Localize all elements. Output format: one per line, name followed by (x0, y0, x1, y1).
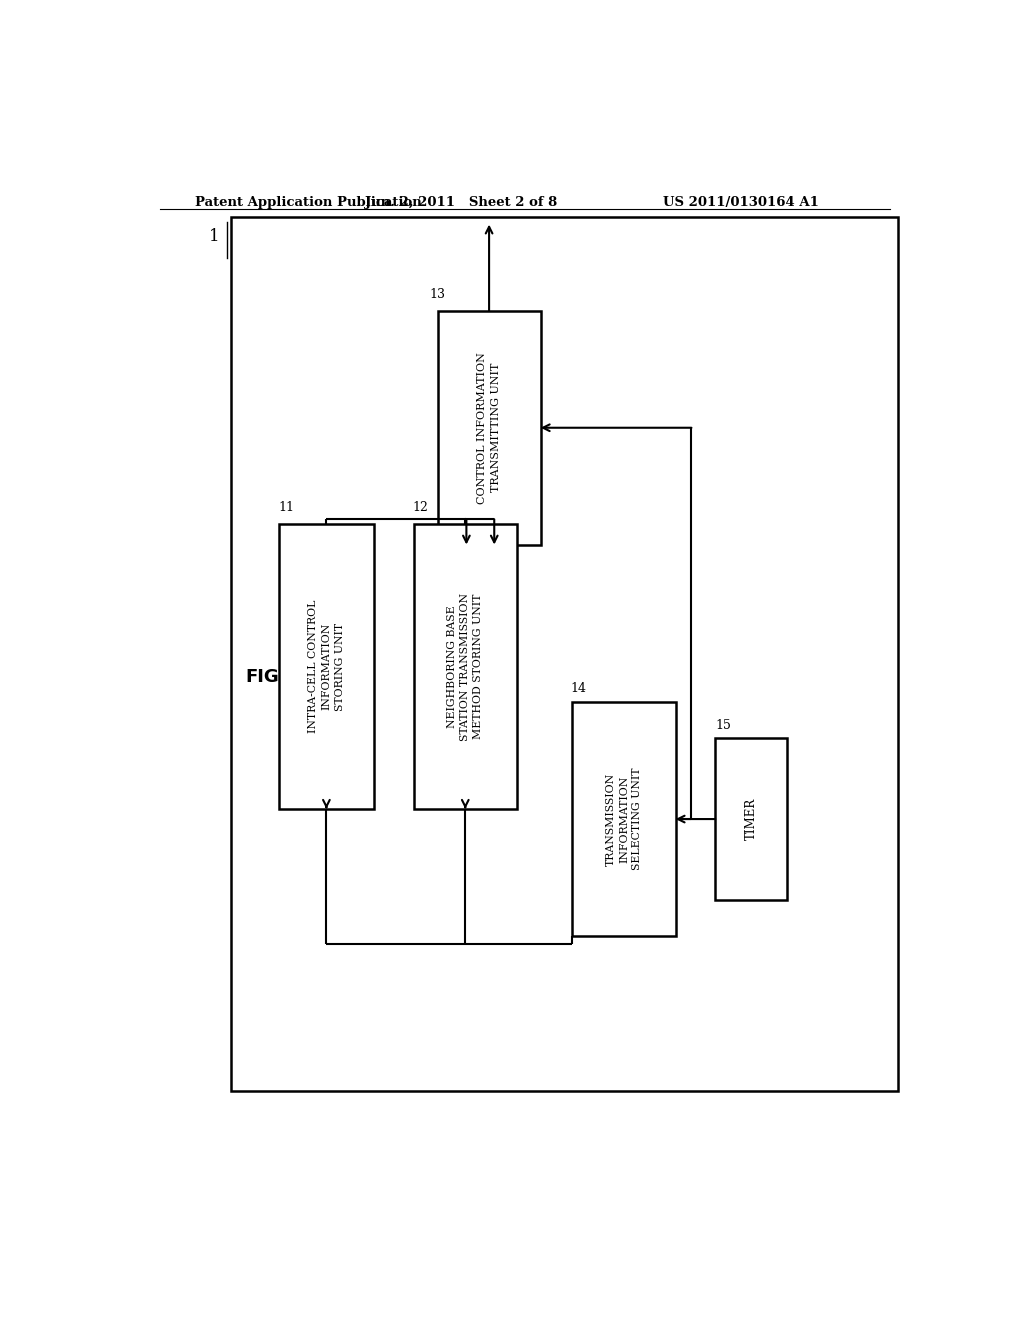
Bar (715, 738, 786, 900)
Text: NEIGHBORING BASE
STATION TRANSMISSION
METHOD STORING UNIT: NEIGHBORING BASE STATION TRANSMISSION ME… (447, 593, 483, 741)
Text: US 2011/0130164 A1: US 2011/0130164 A1 (663, 195, 818, 209)
Text: 11: 11 (279, 502, 295, 515)
Text: Jun. 2, 2011   Sheet 2 of 8: Jun. 2, 2011 Sheet 2 of 8 (366, 195, 557, 209)
Bar (231, 218, 898, 1092)
Text: INTRA-CELL CONTROL
INFORMATION
STORING UNIT: INTRA-CELL CONTROL INFORMATION STORING U… (308, 599, 345, 734)
Text: TIMER: TIMER (744, 797, 758, 841)
Text: Patent Application Publication: Patent Application Publication (196, 195, 422, 209)
Text: 15: 15 (715, 718, 731, 731)
Bar (437, 312, 541, 545)
Bar (572, 702, 676, 936)
Text: 1: 1 (209, 227, 219, 244)
Text: 12: 12 (412, 502, 428, 515)
Bar (279, 524, 374, 809)
Text: CONTROL INFORMATION
TRANSMITTING UNIT: CONTROL INFORMATION TRANSMITTING UNIT (477, 352, 501, 504)
Text: FIG.2: FIG.2 (246, 668, 299, 686)
Bar (414, 524, 517, 809)
Text: 14: 14 (570, 682, 587, 696)
Text: 13: 13 (430, 288, 445, 301)
Text: TRANSMISSION
INFORMATION
SELECTING UNIT: TRANSMISSION INFORMATION SELECTING UNIT (606, 768, 642, 870)
